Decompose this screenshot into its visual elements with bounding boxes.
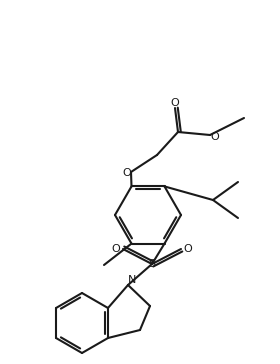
Text: O: O	[211, 132, 219, 142]
Text: O: O	[171, 98, 179, 108]
Text: O: O	[184, 244, 192, 254]
Text: O: O	[112, 244, 120, 254]
Text: S: S	[148, 259, 156, 269]
Text: O: O	[123, 168, 131, 178]
Text: N: N	[128, 275, 136, 285]
